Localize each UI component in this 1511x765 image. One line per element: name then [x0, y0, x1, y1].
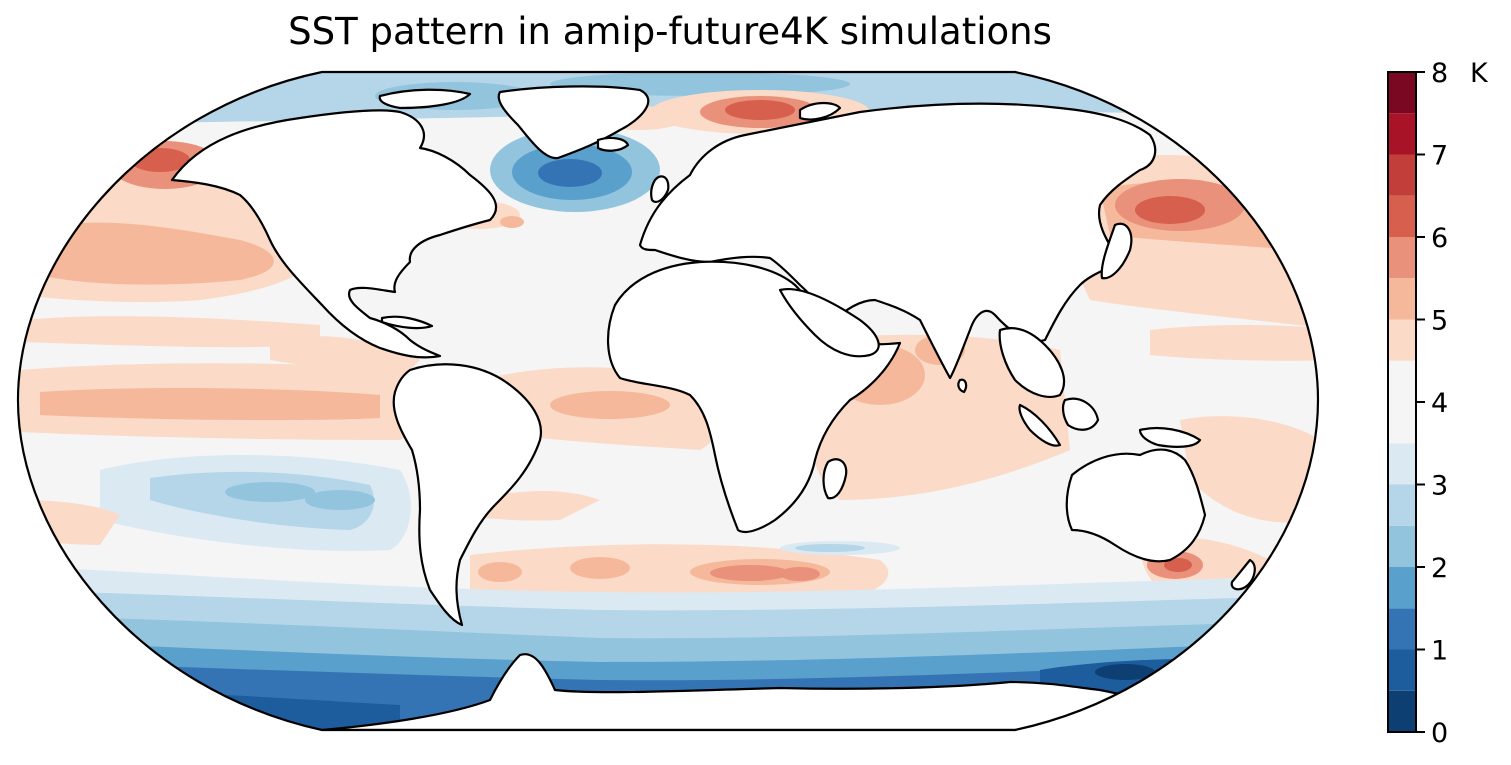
land-eurasia: [638, 102, 1157, 380]
land-canadian-arctic: [378, 88, 472, 110]
land-arabia: [778, 287, 880, 358]
colorbar-segment-0: [1388, 690, 1416, 732]
map-title: SST pattern in amip-future4K simulations: [288, 10, 1052, 53]
colorbar-tick-label-3: 3: [1431, 471, 1448, 502]
colorbar-tick-label-0: 0: [1431, 718, 1448, 749]
colorbar-segments: [1388, 72, 1416, 732]
land-borneo: [1061, 397, 1100, 431]
land-sumatra: [1018, 403, 1062, 447]
land-cuba: [380, 315, 434, 330]
land-north-america: [170, 109, 498, 359]
colorbar-segment-5: [1388, 484, 1416, 526]
land-new-zealand: [1230, 558, 1256, 591]
land-uk: [650, 175, 670, 204]
colorbar-tick-label-1: 1: [1431, 636, 1448, 667]
colorbar-segment-13: [1388, 154, 1416, 196]
land-new-guinea: [1138, 426, 1202, 448]
map-boundary: [16, 70, 1320, 732]
colorbar-tick-label-7: 7: [1431, 141, 1448, 172]
colorbar-segment-12: [1388, 195, 1416, 237]
land-antarctica: [320, 653, 1148, 730]
colorbar-segment-1: [1388, 649, 1416, 691]
colorbar-segment-4: [1388, 525, 1416, 567]
colorbar-segment-15: [1388, 72, 1416, 114]
colorbar-segment-3: [1388, 567, 1416, 609]
colorbar-tick-label-4: 4: [1431, 388, 1448, 419]
land-indochina: [998, 327, 1066, 398]
colorbar-segment-7: [1388, 402, 1416, 444]
colorbar-segment-10: [1388, 278, 1416, 320]
colorbar-segment-6: [1388, 443, 1416, 485]
land-madagascar: [822, 458, 848, 500]
land-sri-lanka: [957, 378, 968, 394]
land-japan: [1100, 222, 1133, 280]
colorbar: 0 1 2 3 4 5 6 7 8 K: [1387, 58, 1489, 749]
colorbar-ticks: 0 1 2 3 4 5 6 7 8: [1416, 58, 1448, 749]
land-south-america: [392, 363, 543, 627]
colorbar-tick-label-2: 2: [1431, 553, 1448, 584]
colorbar-segment-8: [1388, 360, 1416, 402]
colorbar-segment-11: [1388, 237, 1416, 279]
colorbar-tick-label-6: 6: [1431, 223, 1448, 254]
land-masses: [170, 85, 1256, 730]
colorbar-tick-label-5: 5: [1431, 306, 1448, 337]
land-novaya-zemlya: [798, 101, 842, 121]
land-australia: [1065, 448, 1207, 563]
colorbar-unit: K: [1470, 58, 1489, 89]
colorbar-segment-2: [1388, 608, 1416, 650]
colorbar-segment-14: [1388, 113, 1416, 155]
colorbar-tick-label-8: 8: [1431, 58, 1448, 89]
colorbar-segment-9: [1388, 319, 1416, 361]
land-iceland: [596, 136, 630, 152]
